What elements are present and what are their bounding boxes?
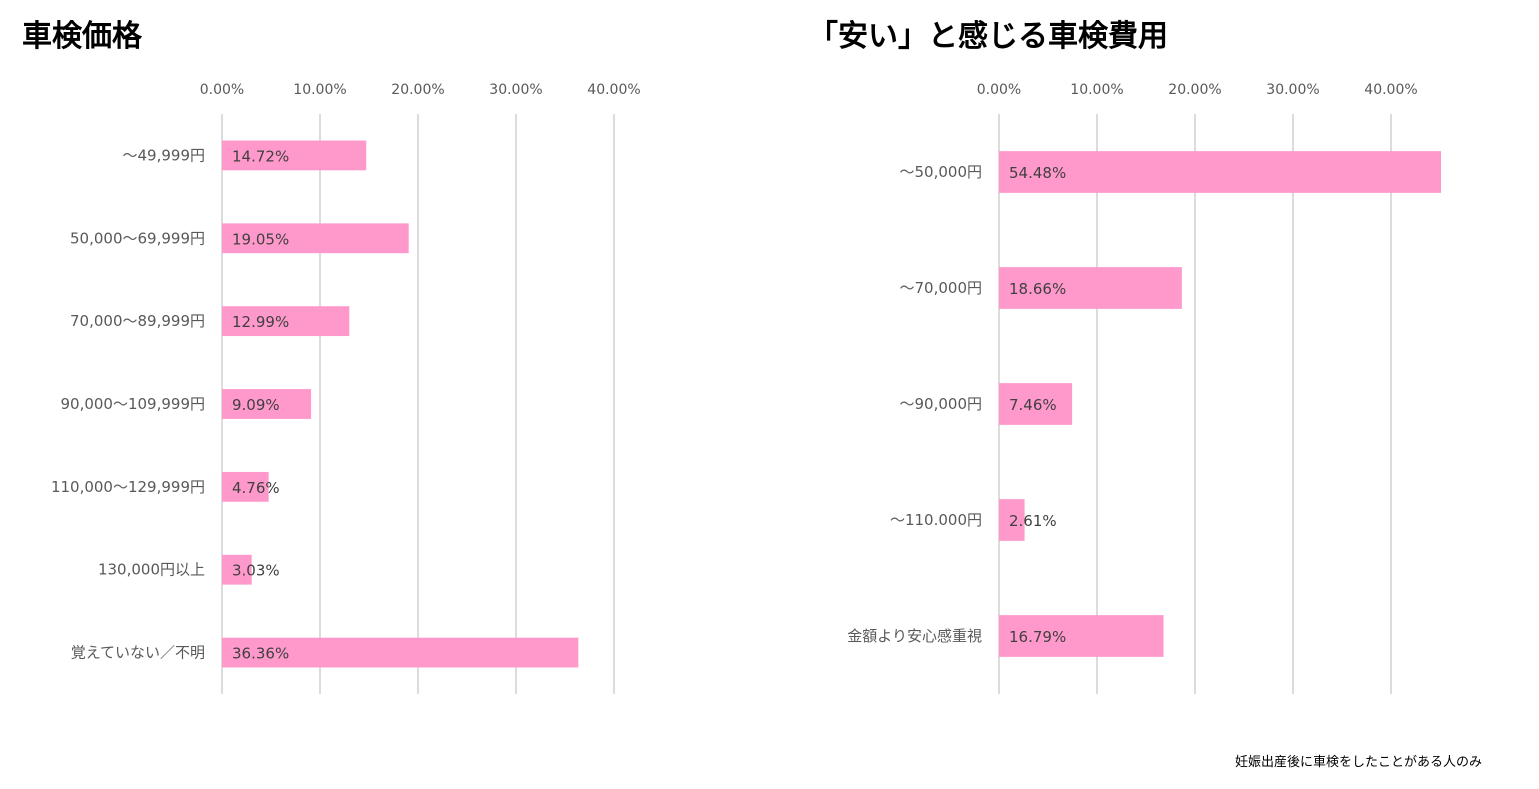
right-x-tick-label: 10.00% [1070, 82, 1123, 98]
chart-left-title: 車検価格 [22, 19, 143, 54]
left-category-label: 覚えていない／不明 [71, 644, 205, 662]
left-bar-value-label: 9.09% [232, 396, 280, 414]
chart-left: 車検価格 0.00% 10.00% 20.00% 30.00% 40.00% ～49,99… [22, 19, 641, 694]
left-bar [222, 306, 350, 337]
left-bar [222, 389, 312, 419]
left-x-tick-label: 40.00% [587, 82, 640, 98]
left-bar [222, 637, 579, 668]
chart-right: 「安い」と感じる車検費用 0.00% 10.00% 20.00% 30.00% 40.0… [808, 19, 1441, 694]
left-x-tick-label: 20.00% [391, 82, 444, 98]
right-bar-value-label: 7.46% [1009, 396, 1057, 414]
right-bar [999, 499, 1025, 541]
left-category-label: ～49,999円 [123, 146, 206, 164]
right-bar-value-label: 54.48% [1009, 164, 1066, 182]
left-category-label: 70,000～89,999円 [70, 312, 205, 330]
left-bar [222, 554, 252, 585]
right-category-label: ～90,000円 [900, 395, 983, 413]
right-category-label: ～70,000円 [900, 279, 983, 297]
right-bar [999, 615, 1164, 657]
right-category-label: ～50,000円 [900, 163, 983, 181]
right-bar [999, 267, 1182, 309]
right-category-label: ～110.000円 [890, 511, 982, 529]
left-x-tick-label: 30.00% [489, 82, 542, 98]
right-bar [999, 151, 1441, 193]
left-bar-value-label: 19.05% [232, 230, 289, 248]
right-x-tick-label: 40.00% [1364, 82, 1417, 98]
left-category-label: 110,000～129,999円 [51, 478, 205, 496]
left-category-label: 50,000～69,999円 [70, 229, 205, 247]
right-x-tick-label: 20.00% [1168, 82, 1221, 98]
right-bar-value-label: 2.61% [1009, 512, 1057, 530]
left-category-label: 130,000円以上 [98, 561, 205, 579]
left-bar-value-label: 3.03% [232, 562, 280, 580]
right-bar [999, 383, 1073, 425]
left-x-tick-label: 0.00% [200, 82, 244, 98]
chart-right-title: 「安い」と感じる車検費用 [808, 19, 1168, 54]
right-x-tick-label: 30.00% [1266, 82, 1319, 98]
right-category-label: 金額より安心感重視 [847, 627, 982, 645]
left-bar-value-label: 12.99% [232, 313, 289, 331]
left-bar-value-label: 36.36% [232, 645, 289, 663]
footnote: 妊娠出産後に車検をしたことがある人のみ [1235, 754, 1482, 770]
left-bar [222, 223, 409, 254]
left-bar-value-label: 14.72% [232, 147, 289, 165]
left-bar [222, 471, 269, 502]
left-bar [222, 140, 367, 171]
left-category-label: 90,000～109,999円 [60, 395, 205, 413]
right-bar-value-label: 16.79% [1009, 628, 1066, 646]
right-bar-value-label: 18.66% [1009, 280, 1066, 298]
left-x-tick-label: 10.00% [293, 82, 346, 98]
right-x-tick-label: 0.00% [977, 82, 1021, 98]
left-bar-value-label: 4.76% [232, 479, 280, 497]
